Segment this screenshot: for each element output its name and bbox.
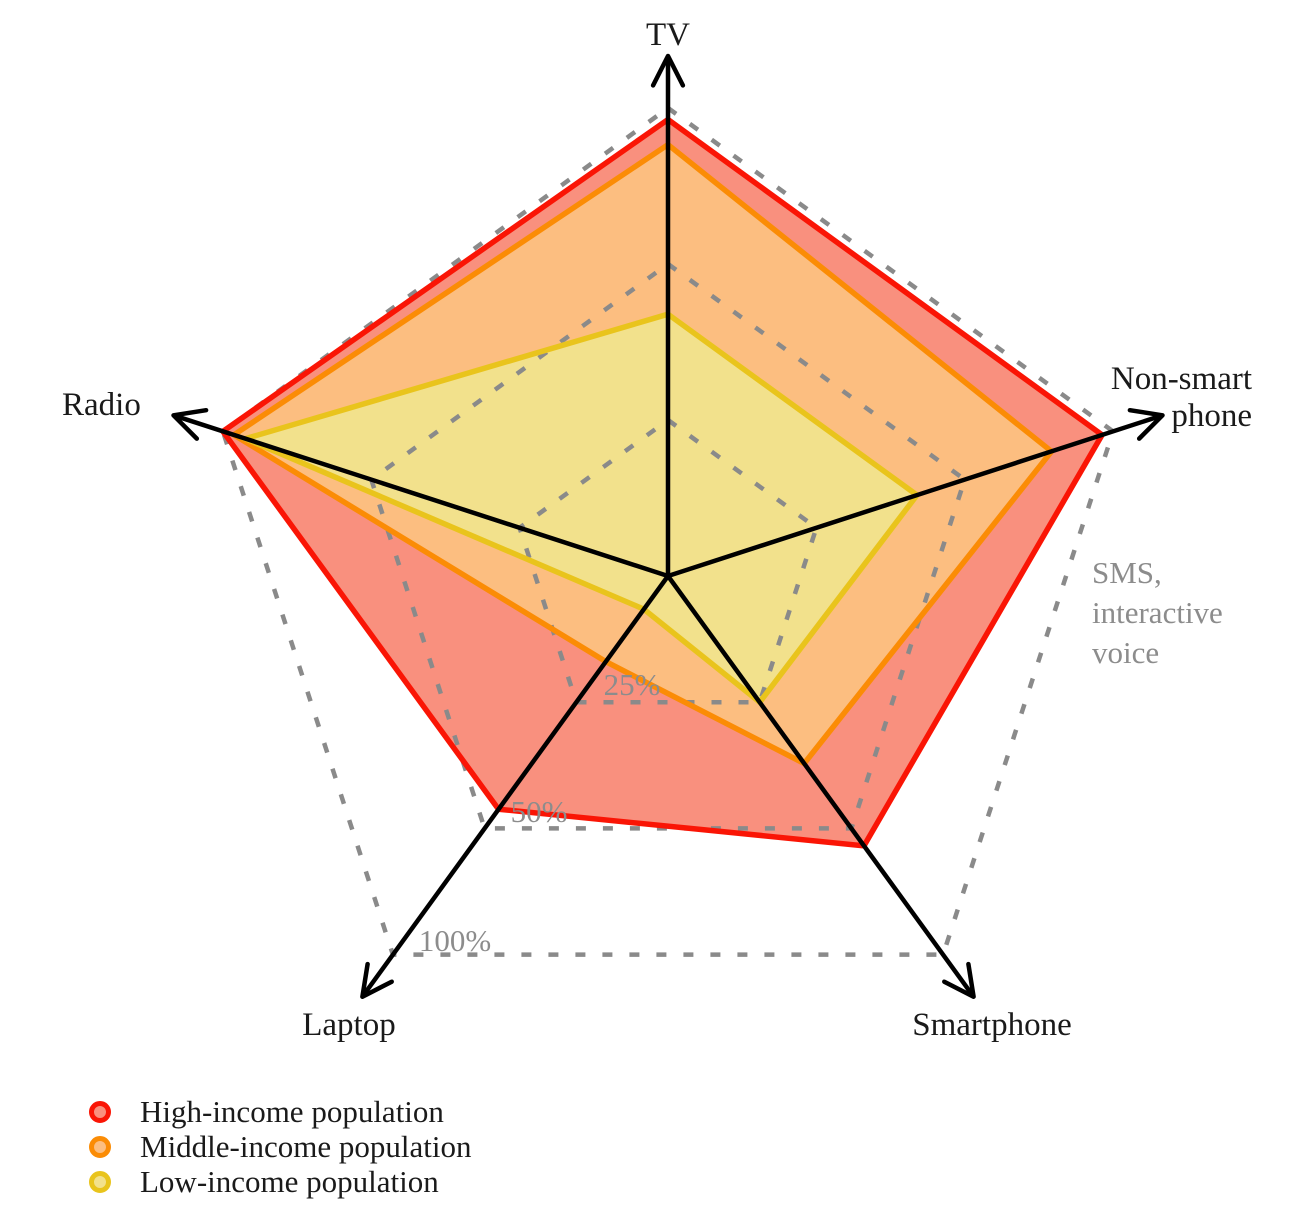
axis-label-tv: TV [646,17,690,53]
grid-label-50: 50% [510,794,568,829]
annotation-line-1: SMS, [1092,555,1162,590]
annotation-sms-interactive-voice: SMS, interactive voice [1092,553,1223,673]
series-outline-high-income-population [219,116,1106,849]
axes [171,53,1165,999]
axis-arrowhead-smartphone [942,961,976,999]
axis-line-laptop [360,574,670,999]
grid-label-100: 100% [418,923,492,958]
annotation-line-3: voice [1092,635,1160,670]
legend-item-low-income: Low-income population [89,1164,471,1199]
axis-line-smartphone [666,574,976,999]
axis-arrowhead-radio [171,407,209,441]
axis-arrowhead-non-smart-phone [1127,407,1165,441]
legend-item-high-income: High-income population [89,1094,471,1129]
legend-marker-high-income [89,1100,111,1123]
legend-label-high-income: High-income population [140,1094,444,1129]
axis-label-laptop: Laptop [302,1007,396,1043]
gridlines [220,105,1116,957]
axis-label-radio: Radio [62,387,141,423]
legend-label-middle-income: Middle-income population [140,1129,472,1164]
series-outlines [219,116,1106,849]
gridline-25 [516,417,820,705]
legend-marker-low-income [89,1170,111,1193]
gridline-50 [368,261,968,831]
axis-line-radio [172,413,669,579]
legend-marker-middle-income [89,1135,111,1158]
legend-item-middle-income: Middle-income population [89,1129,471,1164]
axis-label-non-smart-line2: phone [1171,398,1252,434]
series-outline-low-income-population [237,311,921,707]
series-fill-low-income-population [245,314,917,703]
series-outline-middle-income-population [228,141,1056,767]
annotation-line-2: interactive [1092,595,1223,630]
axis-line-non-smart-phone [667,413,1164,579]
axis-label-non-smart-phone: Non-smart phone [1072,361,1252,435]
legend: High-income population Middle-income pop… [89,1094,471,1199]
axis-label-smartphone: Smartphone [912,1007,1072,1043]
axis-arrowhead-tv [650,53,686,88]
axis-label-non-smart-line1: Non-smart [1110,361,1252,397]
legend-label-low-income: Low-income population [140,1164,439,1199]
axis-arrowhead-laptop [360,961,394,999]
grid-label-25: 25% [603,667,661,702]
